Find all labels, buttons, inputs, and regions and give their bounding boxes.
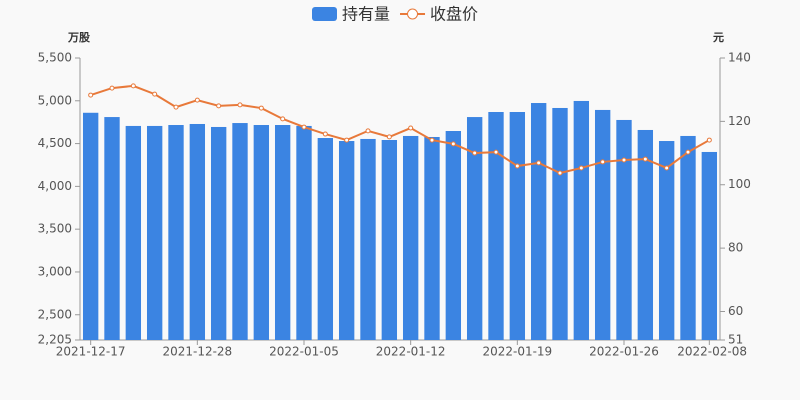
bar: [658, 141, 675, 340]
bar: [274, 125, 291, 340]
bar: [210, 126, 227, 340]
line-point: [109, 85, 115, 91]
line-point: [280, 116, 286, 122]
y2-tick-label: 120: [728, 114, 751, 128]
line-point: [194, 97, 200, 103]
line-point: [429, 137, 435, 143]
line-point: [173, 104, 179, 110]
y2-tick-label: 80: [728, 241, 743, 255]
x-tick-label: 2022-01-26: [589, 345, 659, 359]
y-tick-label: 5,000: [38, 93, 72, 107]
line-point: [152, 91, 158, 97]
line-point: [216, 103, 222, 109]
bar: [637, 129, 654, 340]
y-tick-label: 2,500: [38, 307, 72, 321]
line-point: [685, 149, 691, 155]
bar: [573, 100, 590, 340]
bar: [317, 138, 334, 340]
bar: [232, 123, 248, 340]
legend-swatch: [312, 7, 337, 21]
legend-label: 收盘价: [430, 5, 478, 24]
line-point: [706, 137, 712, 143]
bar: [253, 125, 270, 340]
line-point: [600, 159, 606, 165]
line-point: [365, 128, 371, 134]
bar: [189, 123, 206, 340]
line-point: [130, 83, 136, 89]
y-tick-label: 5,500: [38, 51, 72, 65]
y2-axis-label: 元: [713, 31, 724, 44]
bar: [616, 119, 632, 340]
x-tick-label: 2022-01-05: [269, 345, 339, 359]
bar: [296, 125, 312, 340]
bar: [146, 125, 163, 340]
bar: [488, 112, 504, 341]
y2-tick-label: 100: [728, 177, 751, 191]
bar: [530, 103, 547, 340]
line-point: [621, 157, 627, 163]
line-point: [322, 131, 328, 137]
line-point: [514, 163, 520, 169]
line-point: [536, 160, 542, 166]
x-tick-label: 2021-12-17: [56, 345, 126, 359]
bar: [445, 131, 462, 340]
legend-label: 持有量: [342, 5, 390, 24]
x-tick-label: 2022-01-19: [482, 345, 552, 359]
y-tick-label: 4,000: [38, 179, 72, 193]
bar: [509, 112, 526, 341]
line-point: [450, 141, 456, 147]
bar: [594, 109, 611, 341]
line-point: [472, 150, 478, 156]
y2-tick-label: 51: [728, 333, 743, 347]
line-point: [301, 124, 307, 130]
line-point: [237, 102, 243, 108]
y-tick-label: 4,500: [38, 136, 72, 150]
bar: [360, 138, 376, 340]
line-point: [408, 125, 414, 131]
line-point: [642, 156, 648, 162]
line-point: [664, 165, 670, 171]
bar: [168, 125, 184, 340]
line-point: [88, 92, 94, 98]
y-tick-label: 2,205: [38, 333, 72, 347]
bar: [701, 151, 718, 340]
bar: [402, 135, 419, 340]
line-point: [258, 105, 264, 111]
bar: [466, 117, 483, 341]
y-tick-label: 3,500: [38, 222, 72, 236]
bar: [104, 117, 120, 341]
x-tick-label: 2022-01-12: [376, 345, 446, 359]
line-point: [344, 137, 350, 143]
y2-tick-label: 60: [728, 304, 743, 318]
x-tick-label: 2021-12-28: [162, 345, 232, 359]
y-tick-label: 3,000: [38, 264, 72, 278]
y-axis-label: 万股: [67, 31, 91, 44]
bar: [552, 107, 568, 340]
line-point: [557, 170, 563, 176]
legend-swatch: [407, 8, 419, 20]
bar: [424, 136, 440, 340]
bar: [381, 139, 398, 340]
line: [90, 84, 710, 175]
bar: [680, 135, 696, 340]
bar: [125, 125, 142, 340]
y2-tick-label: 140: [728, 51, 751, 65]
bar: [338, 141, 355, 340]
line-point: [578, 165, 584, 171]
line-point: [493, 149, 499, 155]
bar: [82, 112, 99, 341]
line-point: [386, 134, 392, 140]
x-tick-label: 2022-02-08: [677, 345, 747, 359]
